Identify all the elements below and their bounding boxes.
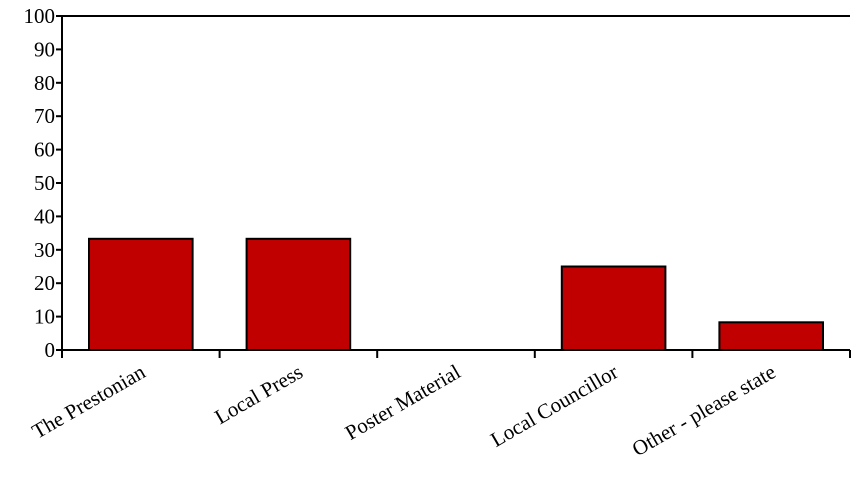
- y-tick-label: 10: [34, 305, 55, 329]
- y-tick-label: 0: [45, 338, 56, 362]
- bar-1: [88, 237, 194, 351]
- y-tick-label: 40: [34, 204, 55, 228]
- y-tick-label: 70: [34, 104, 55, 128]
- bar-4: [560, 265, 667, 351]
- y-tick-label: 30: [34, 238, 55, 262]
- bars-group: [88, 237, 825, 351]
- bar-5: [718, 321, 825, 351]
- y-axis: 0 10 20 30 40 50 60 70 80 90 100: [24, 4, 850, 362]
- y-tick-label: 100: [24, 4, 56, 28]
- y-tick-label: 50: [34, 171, 55, 195]
- x-category-label: The Prestonian: [28, 359, 150, 443]
- x-category-label: Poster Material: [341, 359, 465, 444]
- x-category-label: Local Councillor: [486, 360, 622, 452]
- x-axis: The Prestonian Local Press Poster Material…: [28, 349, 851, 462]
- y-tick-label: 90: [34, 37, 55, 61]
- bar-2: [245, 237, 352, 351]
- y-tick-label: 20: [34, 271, 55, 295]
- y-tick-label: 60: [34, 138, 55, 162]
- y-tick-label: 80: [34, 71, 55, 95]
- x-category-label: Other - please state: [628, 360, 780, 462]
- x-category-label: Local Press: [211, 360, 307, 429]
